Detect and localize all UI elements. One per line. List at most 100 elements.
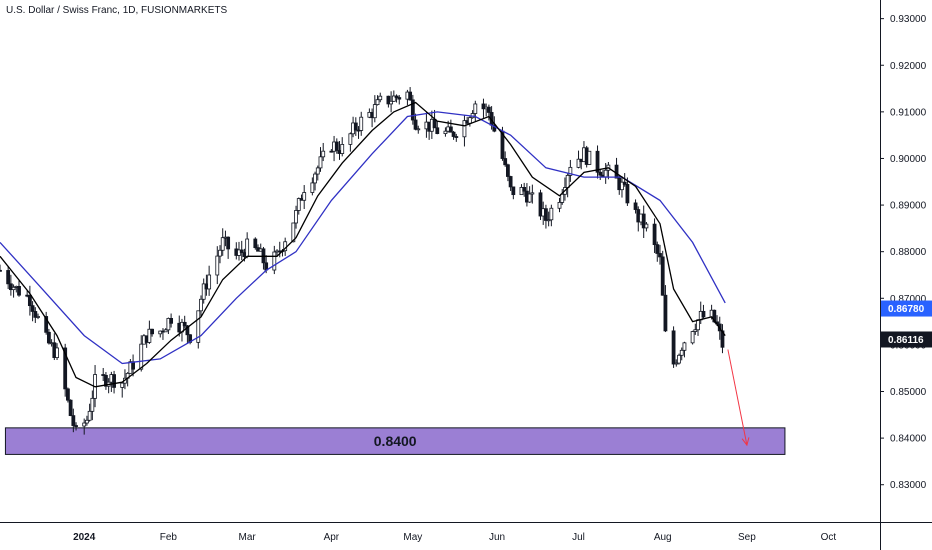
candle-body	[8, 283, 13, 291]
candle-body	[389, 100, 394, 105]
candle-body	[481, 103, 486, 110]
candle-body	[33, 311, 38, 318]
candle-body	[375, 99, 380, 106]
candle-body	[87, 410, 92, 421]
time-tick-label: Apr	[324, 532, 340, 543]
price-tick-label: 0.83000	[890, 480, 927, 491]
candle-body	[598, 171, 603, 176]
candle-body	[544, 208, 548, 221]
price-tick-label: 0.88000	[890, 247, 927, 258]
candle-body	[348, 133, 353, 145]
candle-body	[196, 310, 201, 343]
candle-body	[658, 253, 662, 258]
price-tick-label: 0.85000	[890, 387, 927, 398]
candle-body	[693, 329, 698, 332]
time-tick-label: Aug	[654, 532, 672, 543]
candle-body	[644, 223, 649, 229]
candle-body	[394, 95, 399, 98]
candle-body	[163, 329, 168, 333]
projection-arrow-line	[727, 349, 748, 446]
candle-body	[182, 321, 187, 327]
candle-body	[294, 210, 298, 224]
time-tick-label: Jun	[489, 532, 505, 543]
candle-body	[462, 120, 467, 138]
candle-body	[66, 388, 70, 401]
candle-body	[147, 328, 152, 343]
candle-body	[329, 150, 334, 153]
candle-body	[68, 399, 73, 417]
candle-body	[587, 150, 592, 165]
candle-body	[549, 207, 554, 221]
candle-body	[663, 294, 668, 332]
candle-body	[486, 106, 491, 113]
candle-body	[576, 158, 581, 168]
candle-body	[492, 124, 497, 132]
candle-body	[318, 156, 323, 169]
candle-body	[454, 136, 459, 138]
candle-body	[416, 128, 421, 131]
candle-body	[201, 283, 206, 300]
candle-body	[291, 222, 296, 243]
time-tick-label: Mar	[239, 532, 257, 543]
chart-title: U.S. Dollar / Swiss Franc, 1D, FUSIONMAR…	[6, 5, 228, 16]
candle-body	[503, 158, 508, 166]
candle-body	[557, 202, 562, 209]
candle-body	[226, 236, 231, 250]
price-badge	[881, 331, 932, 348]
candle-body	[633, 202, 638, 210]
candle-body	[568, 166, 573, 176]
candle-body	[207, 274, 212, 290]
candle-body	[386, 95, 391, 105]
candle-body	[655, 244, 660, 254]
candle-body	[682, 342, 687, 351]
candle-body	[451, 131, 456, 137]
candle-body	[603, 169, 608, 178]
candle-body	[701, 310, 706, 318]
candle-body	[690, 331, 695, 344]
candle-body	[340, 144, 345, 154]
price-badge-label: 0.86780	[888, 304, 925, 315]
candle-body	[302, 192, 307, 201]
candle-body	[641, 213, 646, 229]
candle-body	[413, 119, 418, 130]
candle-body	[30, 305, 35, 312]
candle-body	[296, 198, 301, 211]
candle-body	[310, 182, 315, 193]
candle-body	[199, 298, 203, 312]
candle-body	[220, 237, 225, 251]
price-tick-label: 0.92000	[890, 61, 927, 72]
candle-body	[614, 164, 619, 179]
candle-body	[71, 415, 76, 426]
candle-body	[546, 219, 551, 222]
candle-body	[620, 181, 624, 191]
price-badge	[881, 300, 932, 317]
time-tick-label: Oct	[821, 532, 837, 543]
candle-body	[674, 362, 679, 365]
candle-body	[372, 104, 377, 119]
price-tick-label: 0.91000	[890, 107, 927, 118]
candle-body	[443, 130, 448, 135]
candle-body	[359, 116, 364, 131]
support-zone-label: 0.8400	[374, 433, 417, 449]
candle-body	[0, 269, 2, 272]
candle-body	[391, 95, 396, 102]
time-tick-label: Sep	[738, 532, 756, 543]
candle-body	[506, 164, 510, 177]
candle-body	[625, 183, 630, 204]
support-zone	[4, 427, 786, 455]
candle-body	[652, 223, 657, 246]
price-badge-label: 0.86116	[888, 335, 924, 346]
time-tick-label: May	[403, 532, 422, 543]
candle-body	[313, 173, 317, 184]
candle-body	[410, 99, 415, 121]
candle-body	[560, 193, 565, 203]
candle-body	[565, 174, 570, 188]
candle-body	[522, 187, 527, 192]
candle-body	[334, 141, 339, 151]
candle-body	[6, 270, 11, 285]
candle-body	[150, 328, 154, 335]
candle-body	[120, 382, 125, 388]
candle-body	[397, 97, 402, 100]
ma-fast-line	[0, 101, 726, 388]
